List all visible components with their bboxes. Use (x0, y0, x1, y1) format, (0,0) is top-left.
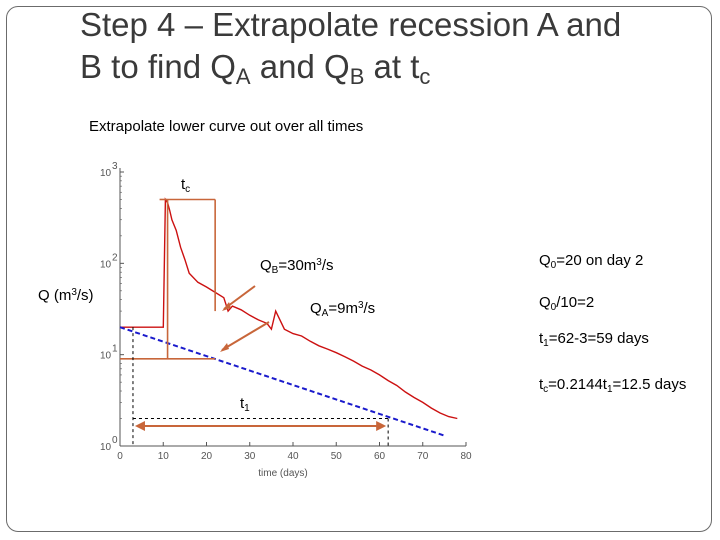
x-tick-label: 50 (331, 451, 343, 462)
title-text-b: and Q (250, 48, 350, 85)
qb-label: QB=30m3/s (260, 257, 334, 276)
qa-arrowhead (220, 343, 229, 352)
x-tick-label: 30 (244, 451, 256, 462)
title-sub-a: A (235, 64, 251, 89)
qb-arrowhead (222, 302, 231, 311)
instruction-text: Extrapolate lower curve out over all tim… (89, 118, 364, 135)
qa-arrow (221, 321, 270, 351)
note-q0: Q0=20 on day 2 (539, 252, 644, 271)
slide-frame (6, 6, 712, 532)
y-axis-label: Q (m3/s) (38, 287, 94, 304)
note-tc: tc=0.2144t1=12.5 days (539, 376, 687, 395)
title-sub-b: B (349, 64, 365, 89)
y-tick-label: 10 (100, 351, 112, 362)
t1-arrowhead-right (376, 421, 387, 431)
title-sub-c: c (419, 64, 431, 89)
y-tick-exponent: 3 (112, 161, 118, 172)
series-extrapolated-recession (119, 326, 445, 437)
x-tick-label: 80 (460, 451, 472, 462)
x-tick-label: 40 (287, 451, 299, 462)
series-observed-discharge (120, 197, 458, 420)
t1-arrowhead-left (134, 421, 145, 431)
y-tick-label: 10 (100, 442, 112, 453)
y-tick-exponent: 2 (112, 252, 118, 263)
x-axis-label: time (days) (258, 468, 307, 479)
chart-overlay (120, 198, 389, 446)
x-tick-label: 70 (417, 451, 429, 462)
title-text-a: B to find Q (80, 48, 236, 85)
x-tick-label: 10 (158, 451, 170, 462)
x-tick-label: 20 (201, 451, 213, 462)
slide-title: Step 4 – Extrapolate recession A and B t… (80, 4, 621, 98)
chart-plot (119, 197, 458, 437)
title-text-c: at t (364, 48, 420, 85)
y-tick-label: 10 (100, 168, 112, 179)
note-q0-div: Q0/10=2 (539, 294, 595, 313)
qa-label: QA=9m3/s (310, 300, 376, 319)
tc-label: tc (181, 176, 191, 195)
x-tick-label: 60 (374, 451, 386, 462)
title-line-1: Step 4 – Extrapolate recession A and (80, 6, 622, 43)
y-tick-exponent: 0 (112, 435, 118, 446)
chart-axes (119, 168, 466, 447)
t1-label: t1 (240, 395, 250, 414)
y-tick-exponent: 1 (112, 344, 118, 355)
y-tick-label: 10 (100, 259, 112, 270)
x-tick-label: 0 (117, 451, 123, 462)
note-t1: t1=62-3=59 days (539, 330, 649, 349)
